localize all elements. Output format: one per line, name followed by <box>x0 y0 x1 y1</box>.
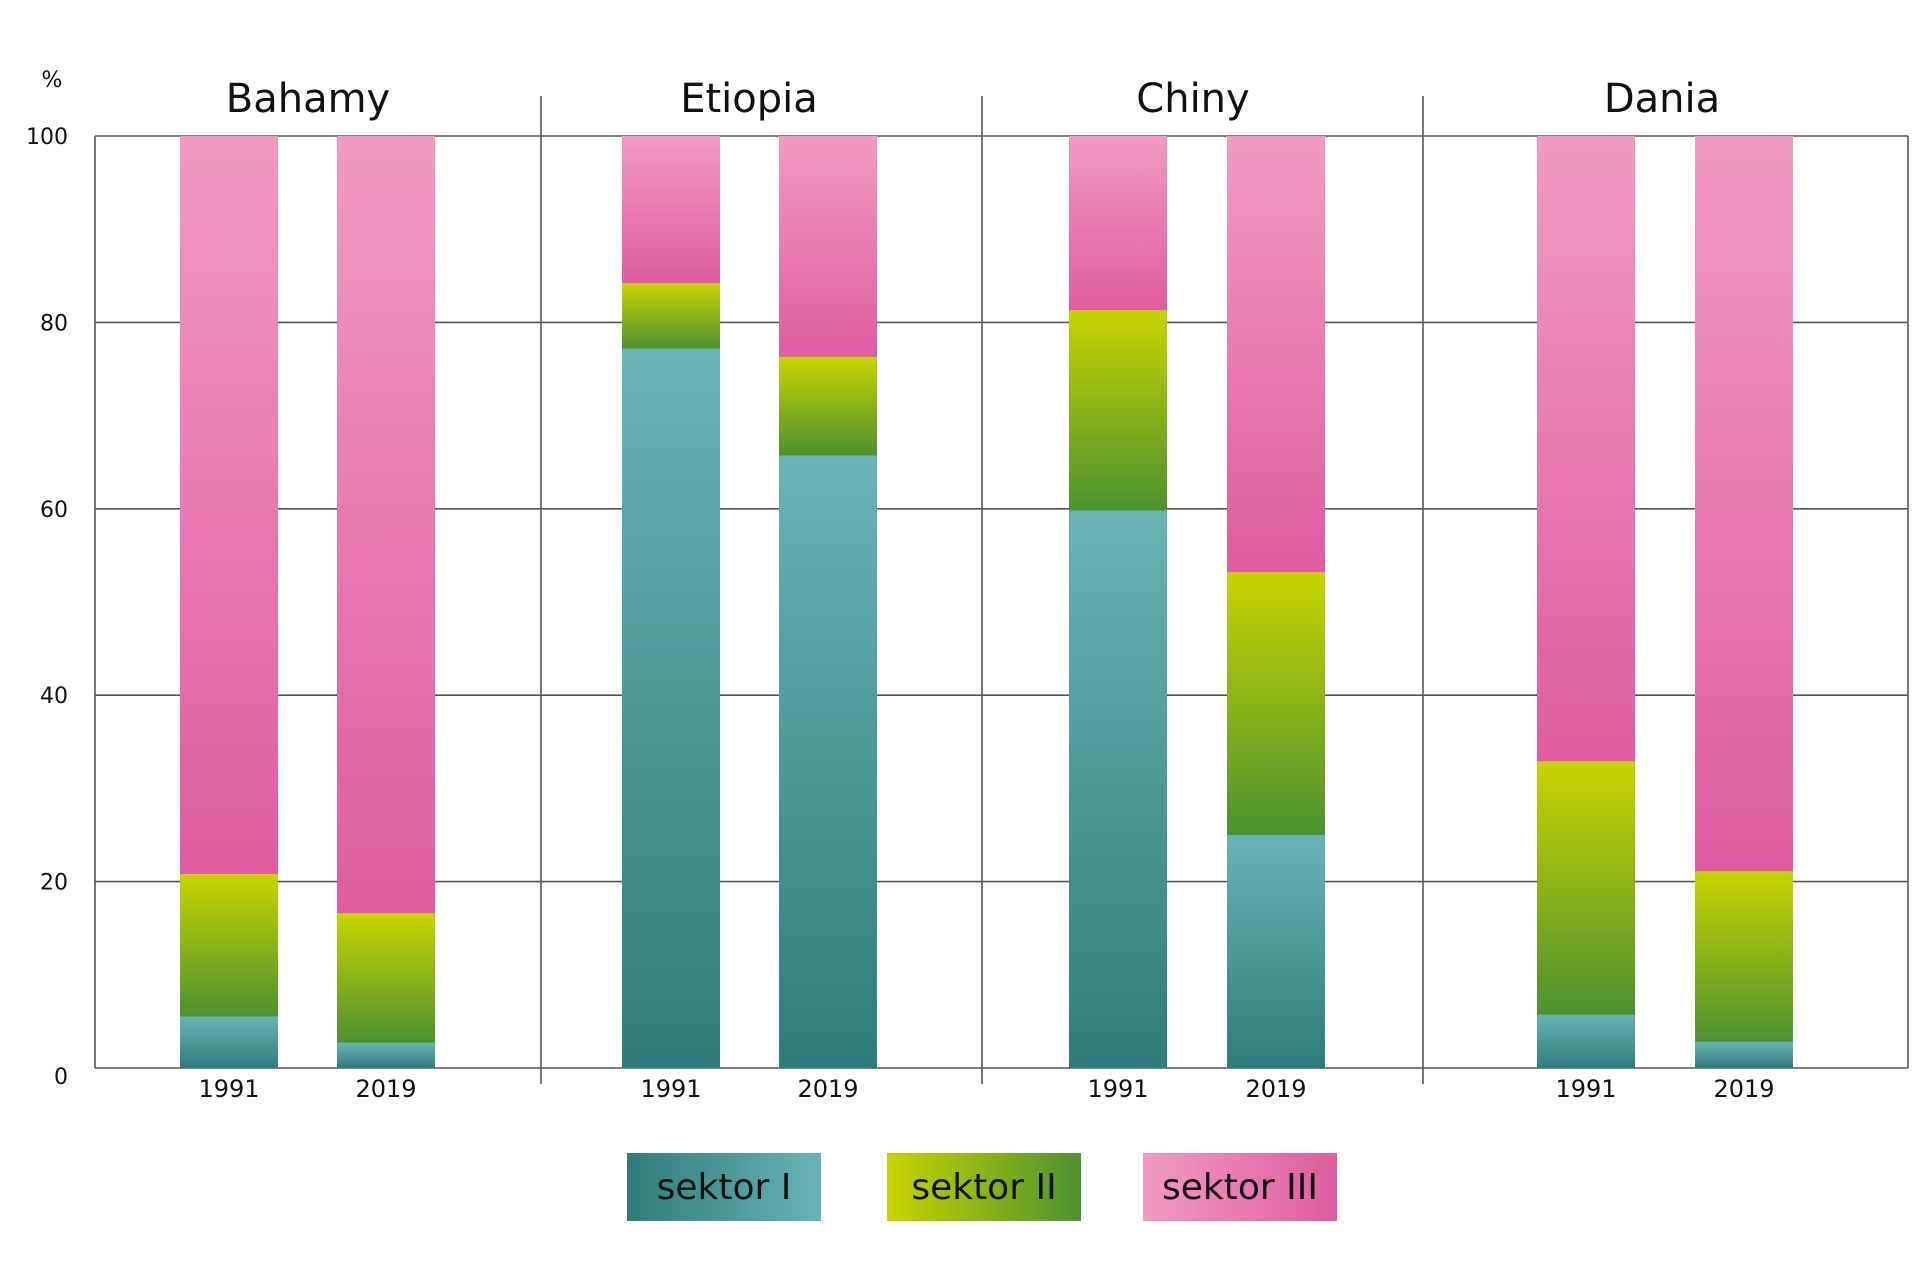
x-tick-label-chiny-2019: 2019 <box>1245 1075 1306 1103</box>
bars-layer <box>180 136 1793 1069</box>
bar-dania-1991-sektor-3 <box>1537 136 1635 762</box>
bar-dania-1991-sektor-1 <box>1537 1014 1635 1068</box>
group-title-etiopia: Etiopia <box>680 76 818 122</box>
x-tick-label-bahamy-1991: 1991 <box>198 1075 259 1103</box>
bar-chiny-2019-sektor-2 <box>1227 572 1325 835</box>
bar-dania-2019-sektor-2 <box>1695 871 1793 1042</box>
bar-etiopia-1991-sektor-2 <box>622 283 720 349</box>
y-tick-label-40: 40 <box>40 684 68 709</box>
y-tick-label-20: 20 <box>40 871 68 896</box>
bar-bahamy-1991-sektor-1 <box>180 1016 278 1068</box>
bar-bahamy-2019-sektor-3 <box>337 136 435 914</box>
x-tick-label-etiopia-1991: 1991 <box>640 1075 701 1103</box>
group-title-chiny: Chiny <box>1136 76 1249 122</box>
group-title-bahamy: Bahamy <box>226 76 390 122</box>
bar-chiny-2019-sektor-3 <box>1227 136 1325 573</box>
bar-chiny-2019-sektor-1 <box>1227 835 1325 1068</box>
x-tick-label-bahamy-2019: 2019 <box>355 1075 416 1103</box>
bar-dania-2019-sektor-1 <box>1695 1041 1793 1068</box>
labels-layer: 0 20 40 60 80 100% Bahamy 1991 2019 Etiopia 1991 20… <box>26 68 1775 1103</box>
bar-chiny-1991-sektor-3 <box>1069 136 1167 311</box>
bar-bahamy-2019-sektor-1 <box>337 1042 435 1068</box>
bar-bahamy-1991-sektor-2 <box>180 874 278 1017</box>
bar-etiopia-2019-sektor-3 <box>779 136 877 357</box>
legend-label-sektor-3: sektor III <box>1162 1166 1318 1208</box>
legend-sektor-2: sektor II <box>887 1153 1081 1221</box>
y-unit-label: % <box>42 68 63 93</box>
bar-chiny-1991-sektor-2 <box>1069 310 1167 511</box>
x-tick-label-etiopia-2019: 2019 <box>797 1075 858 1103</box>
bar-etiopia-1991-sektor-1 <box>622 348 720 1069</box>
bar-etiopia-1991-sektor-3 <box>622 136 720 284</box>
bar-dania-1991-sektor-2 <box>1537 761 1635 1015</box>
group-title-dania: Dania <box>1604 76 1720 122</box>
bar-dania-2019-sektor-3 <box>1695 136 1793 872</box>
y-tick-label-0: 0 <box>54 1065 68 1090</box>
legend-sektor-1: sektor I <box>627 1153 821 1221</box>
legend-sektor-3: sektor III <box>1143 1153 1337 1221</box>
bar-bahamy-2019-sektor-2 <box>337 913 435 1043</box>
y-tick-label-100: 100 <box>26 125 68 150</box>
x-tick-label-dania-1991: 1991 <box>1555 1075 1616 1103</box>
x-tick-label-dania-2019: 2019 <box>1713 1075 1774 1103</box>
legend-label-sektor-1: sektor I <box>656 1166 792 1208</box>
bar-etiopia-2019-sektor-1 <box>779 455 877 1068</box>
bar-bahamy-1991-sektor-3 <box>180 136 278 875</box>
y-tick-label-80: 80 <box>40 311 68 336</box>
bar-etiopia-2019-sektor-2 <box>779 356 877 456</box>
legend-label-sektor-2: sektor II <box>911 1166 1057 1208</box>
bar-chiny-1991-sektor-1 <box>1069 510 1167 1068</box>
x-tick-label-chiny-1991: 1991 <box>1087 1075 1148 1103</box>
y-tick-label-60: 60 <box>40 498 68 523</box>
